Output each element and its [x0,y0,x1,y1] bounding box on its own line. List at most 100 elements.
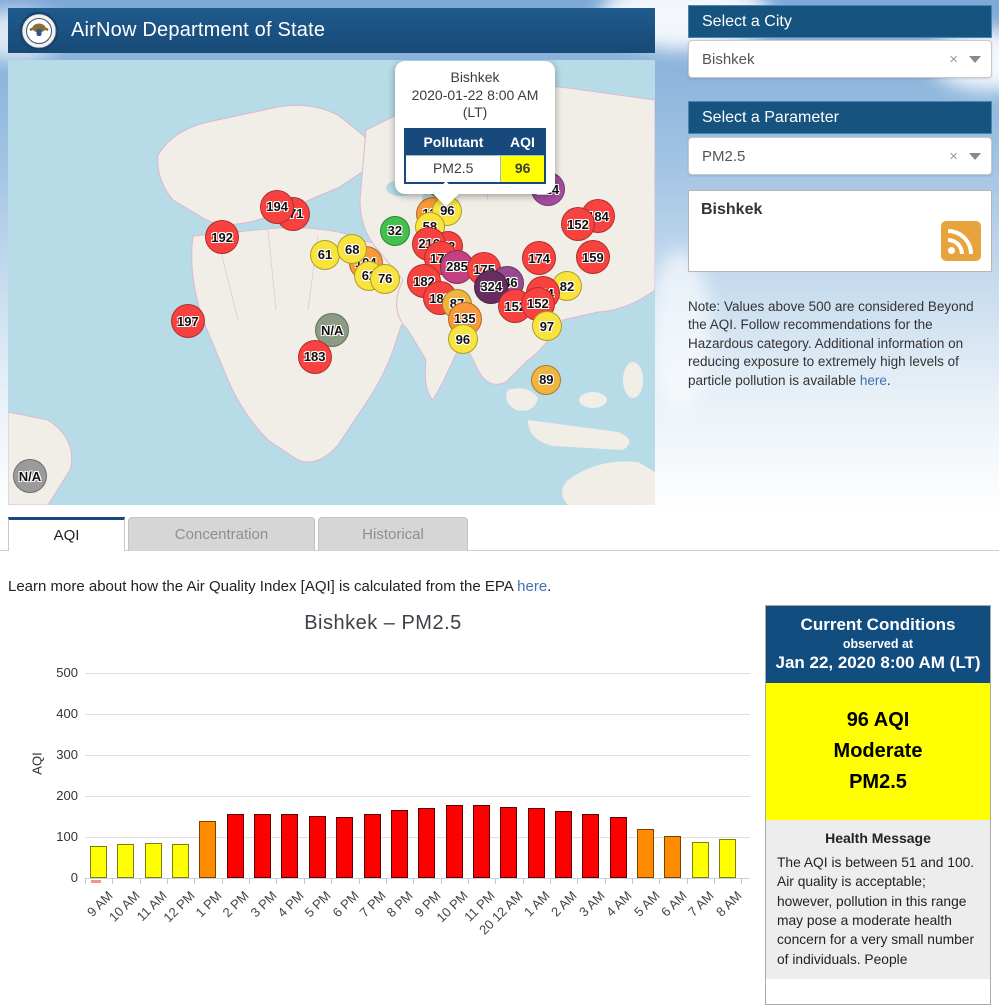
chart-bar[interactable] [336,817,353,878]
health-message-body: The AQI is between 51 and 100. Air quali… [777,853,979,969]
popup-city: Bishkek [404,69,546,87]
aqi-marker[interactable]: 96 [448,324,478,354]
gridline [85,755,750,756]
parameter-select[interactable]: PM2.5 × [688,137,992,175]
health-message-title: Health Message [777,830,979,846]
aqi-marker[interactable]: 76 [370,264,400,294]
chart-bar[interactable] [391,810,408,878]
chart-bar[interactable] [90,846,107,878]
x-tick [304,878,305,884]
chart-bar[interactable] [309,816,326,878]
x-tick [112,878,113,884]
rss-icon[interactable] [941,221,981,261]
chart-bar[interactable] [500,807,517,878]
y-tick-label: 100 [38,829,78,844]
tab-historical[interactable]: Historical [318,517,468,551]
x-tick [249,878,250,884]
chart-bar[interactable] [555,811,572,878]
current-conditions-title: Current Conditions [770,615,986,635]
select-city-header: Select a City [688,5,992,38]
chart-title: Bishkek – PM2.5 [8,612,758,635]
city-select[interactable]: Bishkek × [688,40,992,78]
chart-bar[interactable] [418,808,435,878]
city-select-value: Bishkek [702,51,940,68]
chart-bar[interactable] [199,821,216,878]
rss-city-label: Bishkek [701,201,979,219]
chart-bar[interactable] [473,805,490,878]
chart-bar[interactable] [172,844,189,878]
x-tick [359,878,360,884]
aqi-marker[interactable]: 194 [260,190,294,224]
note-text: Note: Values above 500 are considered Be… [688,298,996,391]
clear-icon[interactable]: × [940,51,967,68]
x-tick [741,878,742,884]
gridline [85,796,750,797]
aqi-marker[interactable]: 192 [205,220,239,254]
chart-bar[interactable] [446,805,463,878]
gridline [85,673,750,674]
popup-pollutant-header: Pollutant [405,129,501,156]
chart-bar[interactable] [281,814,298,878]
chart-bar[interactable] [528,808,545,878]
aqi-marker[interactable]: 68 [337,234,367,264]
y-tick-label: 400 [38,706,78,721]
clear-icon[interactable]: × [940,148,967,165]
x-tick [386,878,387,884]
chart-bar[interactable] [364,814,381,878]
chevron-down-icon[interactable] [969,56,981,63]
map-popup: Bishkek 2020-01-22 8:00 AM (LT) Pollutan… [395,61,555,194]
x-tick [276,878,277,884]
x-tick [413,878,414,884]
chart-bar[interactable] [664,836,681,878]
x-tick [194,878,195,884]
gridline [85,714,750,715]
aqi-marker[interactable]: 97 [532,311,562,341]
chart-bar[interactable] [692,842,709,878]
popup-table: Pollutant AQI PM2.5 96 [404,128,546,184]
current-conditions-header: Current Conditions observed at Jan 22, 2… [766,606,990,683]
x-tick [714,878,715,884]
current-aqi-value: 96 AQI [772,705,984,736]
note-here-link[interactable]: here [860,373,887,388]
x-tick [659,878,660,884]
aqi-marker[interactable]: 159 [576,240,610,274]
x-tick [523,878,524,884]
app-header: AirNow Department of State [8,8,655,53]
aqi-marker[interactable]: 183 [298,340,332,374]
chart-bar[interactable] [719,839,736,878]
chart-bar[interactable] [254,814,271,878]
aqi-marker[interactable]: 152 [561,207,595,241]
y-tick-label: 300 [38,747,78,762]
chart-bar[interactable] [145,843,162,878]
aqi-marker[interactable]: 174 [522,241,556,275]
chart-bar[interactable] [610,817,627,878]
x-tick [331,878,332,884]
aqi-marker[interactable]: 61 [310,240,340,270]
x-tick [167,878,168,884]
current-aqi-category: Moderate [772,736,984,767]
chart-bar[interactable] [582,814,599,878]
aqi-marker[interactable]: 197 [171,304,205,338]
chart-bar[interactable] [117,844,134,878]
select-parameter-header: Select a Parameter [688,101,992,134]
x-tick [140,878,141,884]
health-message-block: Health Message The AQI is between 51 and… [766,820,990,979]
aqi-marker[interactable]: 89 [531,365,561,395]
chart-bar[interactable] [227,814,244,878]
na-marker[interactable]: N/A [13,459,47,493]
x-tick [632,878,633,884]
x-tick [85,878,86,884]
learn-more-here-link[interactable]: here [517,578,547,595]
chart-bar[interactable] [637,829,654,878]
map[interactable]: 1711941921976110468627632N/A183N/A136965… [8,60,655,505]
aqi-marker[interactable]: 32 [380,216,410,246]
popup-aqi-value: 96 [501,156,545,183]
app-title: AirNow Department of State [71,19,325,42]
gridline [85,878,750,879]
chevron-down-icon[interactable] [969,153,981,160]
x-tick [495,878,496,884]
tab-concentration[interactable]: Concentration [128,517,315,551]
tab-aqi[interactable]: AQI [8,517,125,551]
x-tick [605,878,606,884]
learn-more-text: Learn more about how the Air Quality Ind… [8,578,551,595]
